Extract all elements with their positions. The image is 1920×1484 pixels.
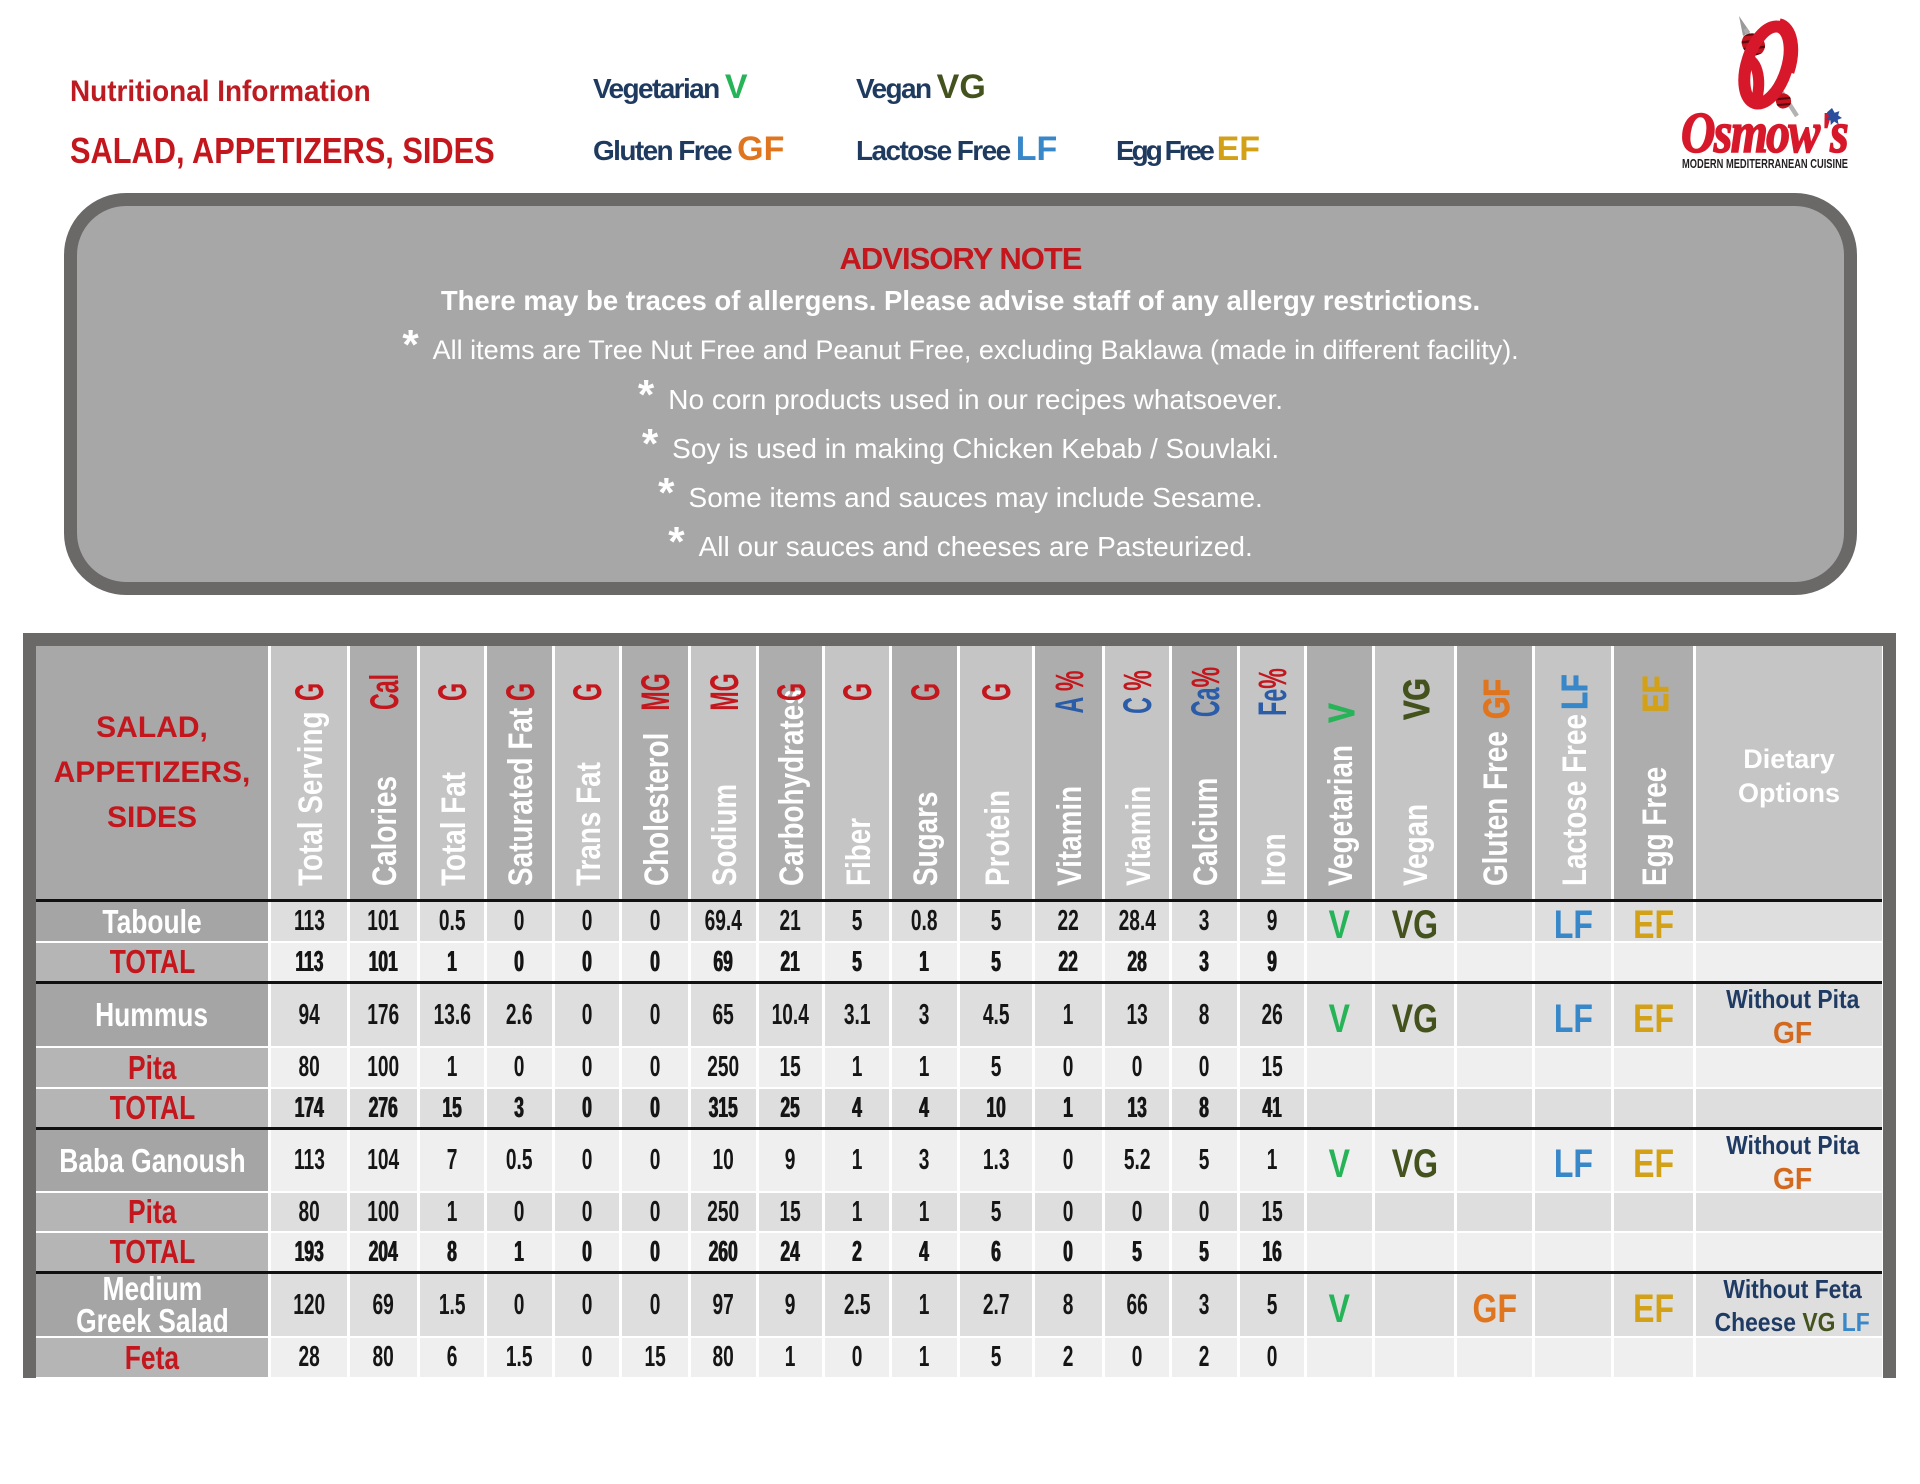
svg-text:MODERN MEDITERRANEAN CUISINE: MODERN MEDITERRANEAN CUISINE: [1682, 156, 1848, 171]
svg-text:Osmow's: Osmow's: [1681, 100, 1847, 165]
